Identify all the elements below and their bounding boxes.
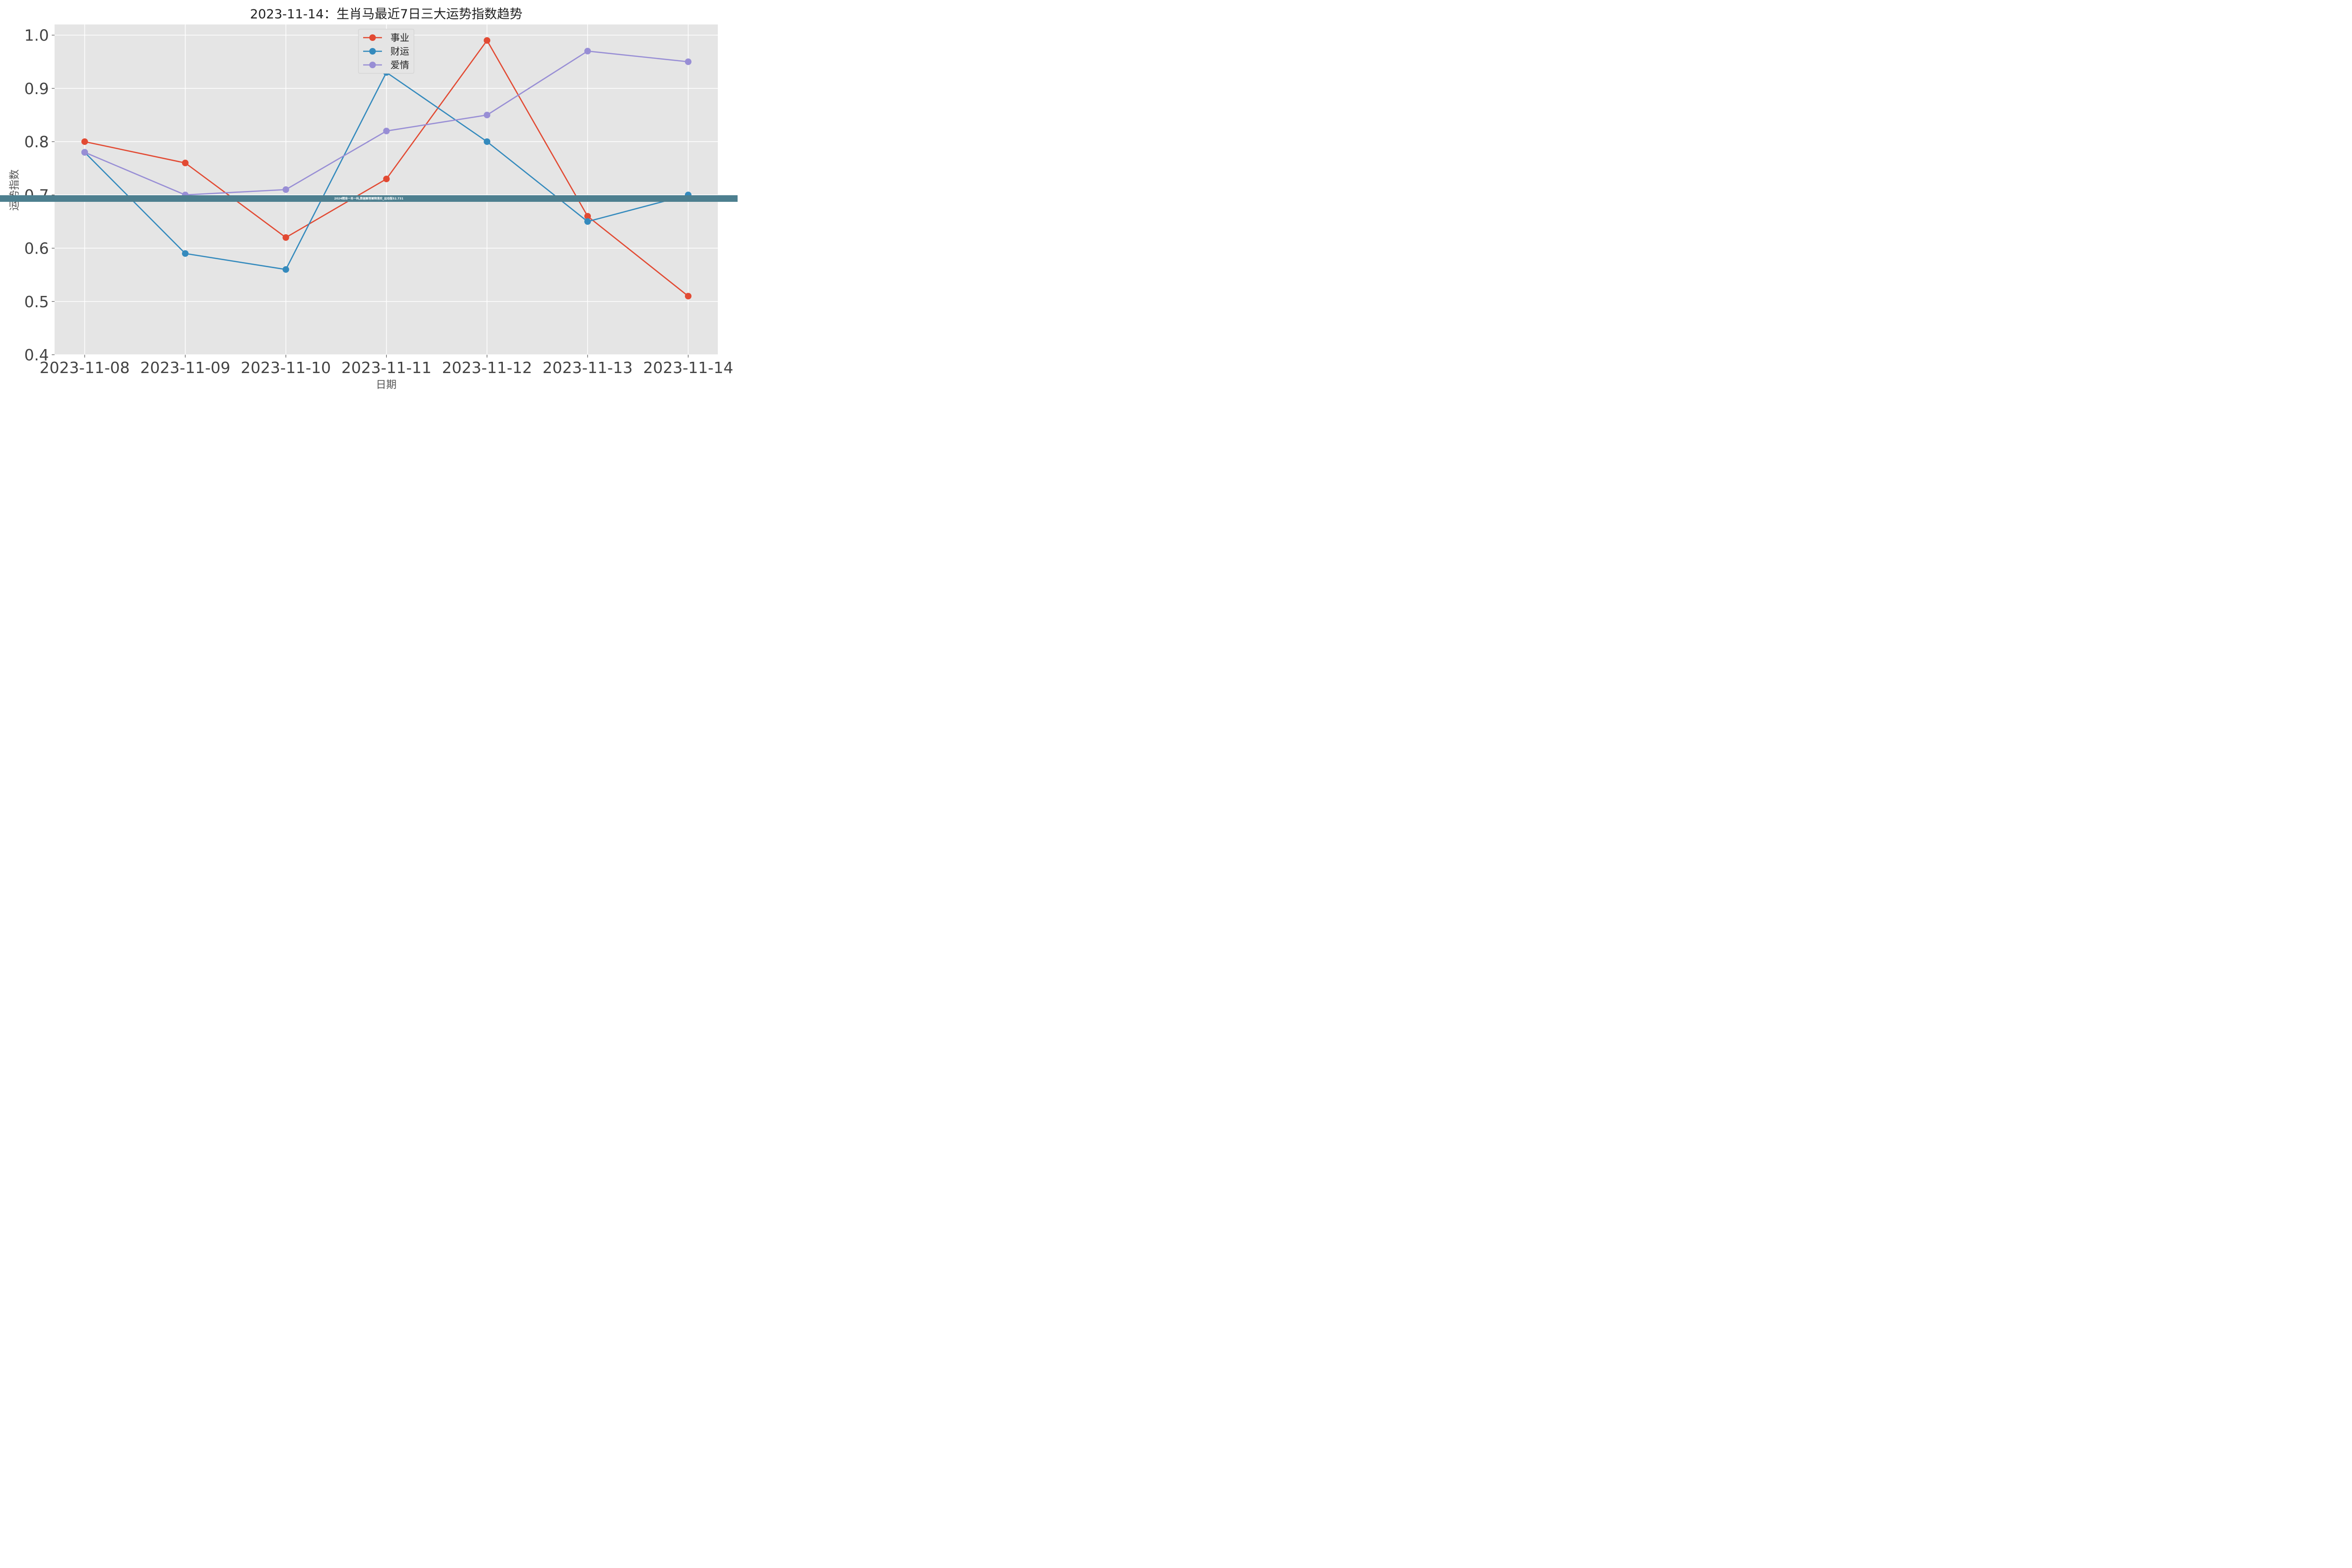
data-point	[282, 266, 289, 273]
data-point	[383, 127, 390, 135]
data-point	[584, 218, 591, 225]
legend-label: 财运	[390, 46, 409, 57]
overlay-banner: 2024精准一肖一码,数据解答解释落实_运动版52.731	[0, 195, 738, 202]
data-point	[685, 293, 691, 300]
data-point	[685, 58, 691, 65]
data-point	[484, 111, 491, 119]
data-point	[484, 138, 491, 145]
y-tick-label: 0.6	[24, 239, 49, 258]
data-point	[584, 213, 591, 220]
y-axis-label: 运势指数	[9, 169, 21, 211]
y-tick-label: 0.5	[24, 293, 49, 311]
banner-text: 2024精准一肖一码,数据解答解释落实_运动版52.731	[334, 197, 403, 200]
legend-label: 爱情	[390, 59, 409, 71]
data-point	[182, 250, 189, 257]
y-tick-label: 0.9	[24, 80, 49, 98]
legend-marker	[369, 62, 376, 68]
x-axis-label: 日期	[376, 379, 397, 391]
line-chart: 2023-11-08 2023-11-09 2023-11-10 2023-11-11…	[0, 7, 738, 391]
data-point	[182, 159, 189, 167]
x-tick-label: 2023-11-13	[542, 358, 633, 377]
data-point	[584, 48, 591, 55]
data-point	[282, 186, 289, 193]
x-tick-label: 2023-11-08	[40, 358, 130, 377]
axis-layer: 2023-11-08 2023-11-09 2023-11-10 2023-11-11…	[24, 26, 733, 377]
x-tick-label: 2023-11-10	[241, 358, 331, 377]
x-tick-label: 2023-11-09	[140, 358, 230, 377]
legend-marker	[369, 34, 376, 41]
banner-bar	[0, 195, 738, 202]
data-point	[282, 234, 289, 241]
data-point	[81, 149, 88, 156]
y-tick-label: 1.0	[24, 26, 49, 45]
legend-label: 事业	[390, 32, 409, 43]
y-tick-label: 0.4	[24, 346, 49, 364]
legend-marker	[369, 48, 376, 55]
x-tick-label: 2023-11-14	[643, 358, 733, 377]
data-point	[81, 138, 88, 145]
data-point	[484, 37, 491, 44]
y-tick-label: 0.8	[24, 133, 49, 151]
data-point	[383, 175, 390, 183]
x-tick-label: 2023-11-12	[442, 358, 532, 377]
x-tick-label: 2023-11-11	[342, 358, 432, 377]
chart-title: 2023-11-14：生肖马最近7日三大运势指数趋势	[250, 7, 522, 22]
